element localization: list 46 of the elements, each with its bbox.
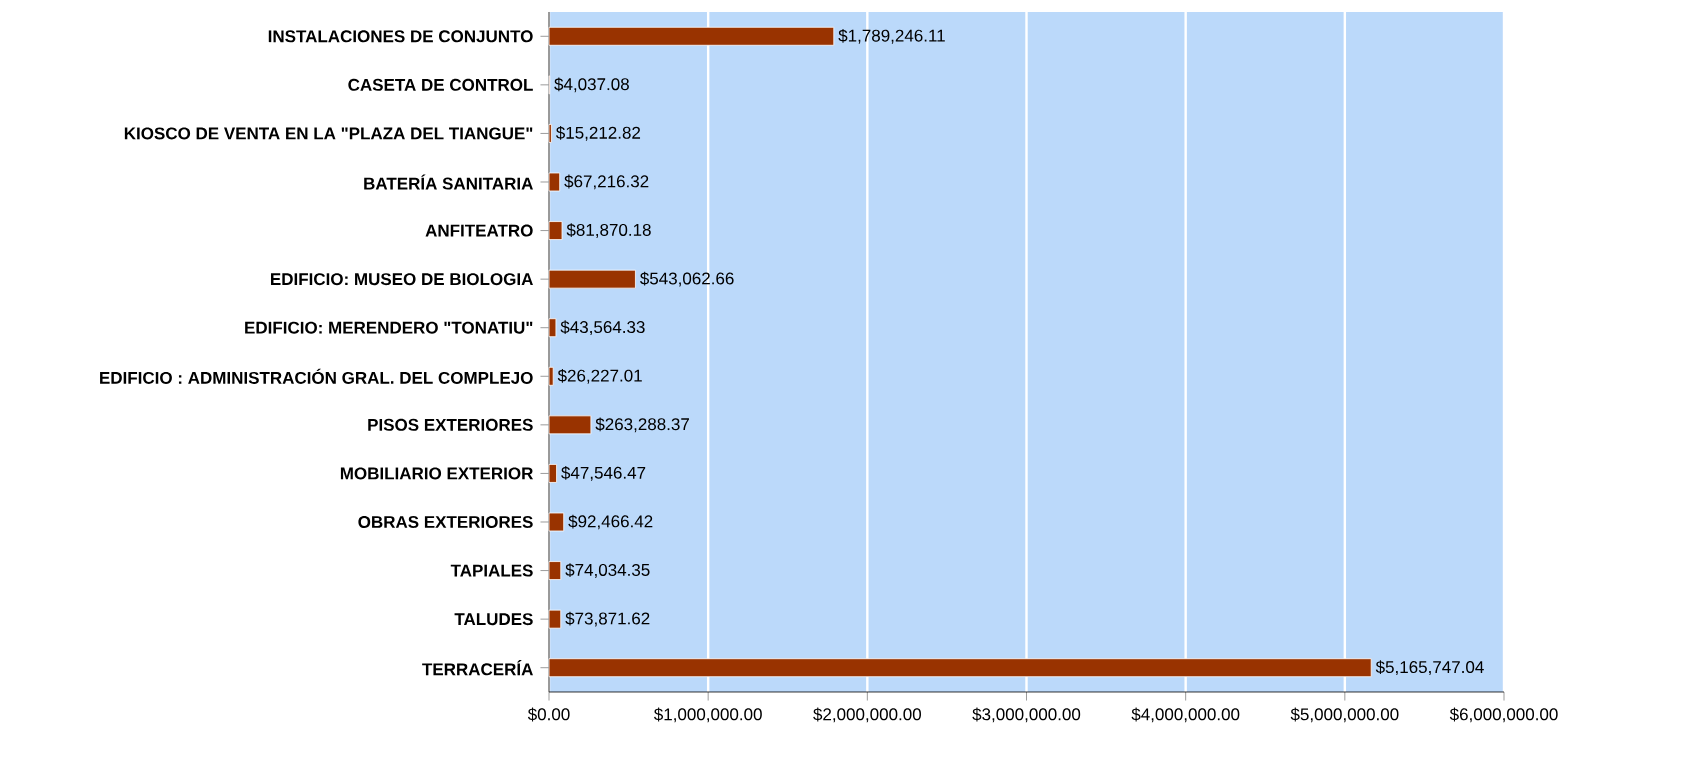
x-tick-label: $2,000,000.00 (813, 707, 921, 723)
data-label: $47,546.47 (561, 466, 646, 481)
data-label: $26,227.01 (557, 368, 642, 384)
data-label: $67,216.32 (564, 174, 649, 190)
y-tick-label: CASETA DE CONTROL (348, 78, 533, 91)
x-tick-label: $3,000,000.00 (972, 707, 1081, 723)
bar (548, 366, 554, 386)
y-tick-label: OBRAS EXTERIORES (358, 515, 533, 529)
bar (548, 318, 557, 338)
y-tick-label: TALUDES (454, 613, 533, 626)
y-tick-label: EDIFICIO: MERENDERO "TONATIU" (245, 321, 533, 334)
y-tick-label: INSTALACIONES DE CONJUNTO (268, 30, 533, 43)
data-label: $263,288.37 (595, 417, 689, 433)
data-label: $543,062.66 (640, 271, 734, 287)
x-tick-label: $0.00 (527, 707, 570, 722)
bar (548, 269, 636, 289)
data-label: $74,034.35 (565, 563, 650, 578)
x-tick-label: $1,000,000.00 (654, 707, 762, 723)
data-label: $15,212.82 (556, 126, 641, 141)
bar (548, 561, 562, 580)
bar (548, 415, 592, 435)
bar (548, 512, 565, 532)
bar (548, 124, 552, 143)
x-tick-label: $5,000,000.00 (1290, 707, 1399, 723)
y-tick-label: MOBILIARIO EXTERIOR (340, 467, 534, 480)
y-tick-label: ANFITEATRO (425, 224, 533, 237)
data-label: $92,466.42 (568, 514, 653, 530)
data-label: $5,165,747.04 (1375, 660, 1484, 676)
data-label: $81,870.18 (566, 223, 651, 238)
y-tick-label: KIOSCO DE VENTA EN LA "PLAZA DEL TIANGUE" (124, 127, 533, 140)
data-label: $73,871.62 (565, 611, 650, 627)
x-tick-label: $6,000,000.00 (1449, 707, 1558, 723)
bar (548, 172, 561, 192)
bar (548, 221, 563, 240)
data-label: $4,037.08 (554, 77, 629, 93)
y-tick-label: EDIFICIO : ADMINISTRACIÓN GRAL. DEL COMPLEJO (100, 368, 533, 384)
y-tick-label: PISOS EXTERIORES (368, 418, 533, 431)
data-label: $1,789,246.11 (838, 28, 945, 44)
y-tick-label: EDIFICIO: MUSEO DE BIOLOGIA (271, 273, 533, 286)
bar (548, 609, 562, 629)
y-tick-label: TERRACERÍA (422, 660, 533, 676)
y-tick-label: TAPIALES (450, 564, 533, 577)
bar (548, 464, 557, 483)
data-label: $43,564.33 (560, 320, 645, 336)
x-tick-label: $4,000,000.00 (1131, 707, 1240, 723)
y-tick-label: BATERÍA SANITARIA (364, 174, 533, 190)
